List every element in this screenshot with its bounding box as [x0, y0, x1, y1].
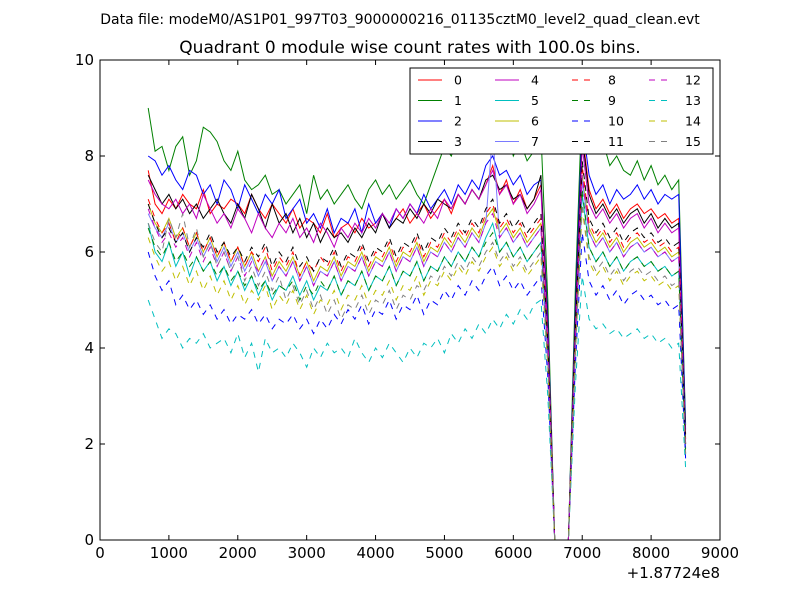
y-tick-label: 6 [84, 243, 94, 261]
legend-label-14: 14 [685, 114, 701, 129]
series-line-8 [147, 165, 687, 541]
legend-label-8: 8 [608, 73, 616, 88]
legend-box [409, 67, 714, 155]
plot-frame [99, 59, 721, 541]
x-tick-label: 2000 [219, 544, 257, 562]
legend-label-0: 0 [454, 73, 462, 88]
legend-label-6: 6 [531, 114, 539, 129]
y-tick-label: 2 [84, 435, 94, 453]
legend-label-2: 2 [454, 114, 462, 129]
legend-label-11: 11 [608, 134, 624, 149]
series-line-15 [147, 203, 687, 541]
x-tick-label: 4000 [356, 544, 394, 562]
suptitle: Data file: modeM0/AS1P01_997T03_90000002… [100, 12, 700, 28]
y-tick-label: 10 [75, 51, 94, 69]
axis-ticks: 0 1000 2000 3000 4000 5000 6000 7000 8000 9000 0 2 4… [75, 51, 739, 562]
x-tick-label: 5000 [425, 544, 463, 562]
legend-label-5: 5 [531, 93, 539, 108]
legend-label-13: 13 [685, 93, 701, 108]
series-line-9 [147, 189, 687, 541]
series-line-3 [147, 136, 687, 541]
series-line-4 [147, 146, 687, 541]
x-tick-label: 3000 [288, 544, 326, 562]
legend-label-15: 15 [685, 134, 701, 149]
chart-title: Quadrant 0 module wise count rates with … [179, 38, 640, 58]
series-line-11 [147, 160, 687, 541]
legend-label-10: 10 [608, 114, 624, 129]
legend-label-7: 7 [531, 134, 539, 149]
legend-label-4: 4 [531, 73, 539, 88]
x-offset-label: +1.87724e8 [627, 564, 720, 582]
x-tick-label: 7000 [563, 544, 601, 562]
legend-label-3: 3 [454, 134, 462, 149]
x-tick-label: 6000 [494, 544, 532, 562]
y-tick-label: 8 [84, 147, 94, 165]
y-tick-label: 4 [84, 339, 94, 357]
series-line-10 [147, 232, 687, 541]
legend-label-12: 12 [685, 73, 701, 88]
series-line-7 [147, 131, 687, 541]
legend-label-1: 1 [454, 93, 462, 108]
x-tick-label: 0 [95, 544, 105, 562]
series-line-13 [147, 275, 687, 541]
plot-lines [147, 98, 687, 541]
x-tick-label: 8000 [632, 544, 670, 562]
x-tick-label: 1000 [150, 544, 188, 562]
legend-label-9: 9 [608, 93, 616, 108]
x-tick-label: 9000 [701, 544, 739, 562]
y-tick-label: 0 [84, 531, 94, 549]
series-line-14 [147, 208, 687, 541]
